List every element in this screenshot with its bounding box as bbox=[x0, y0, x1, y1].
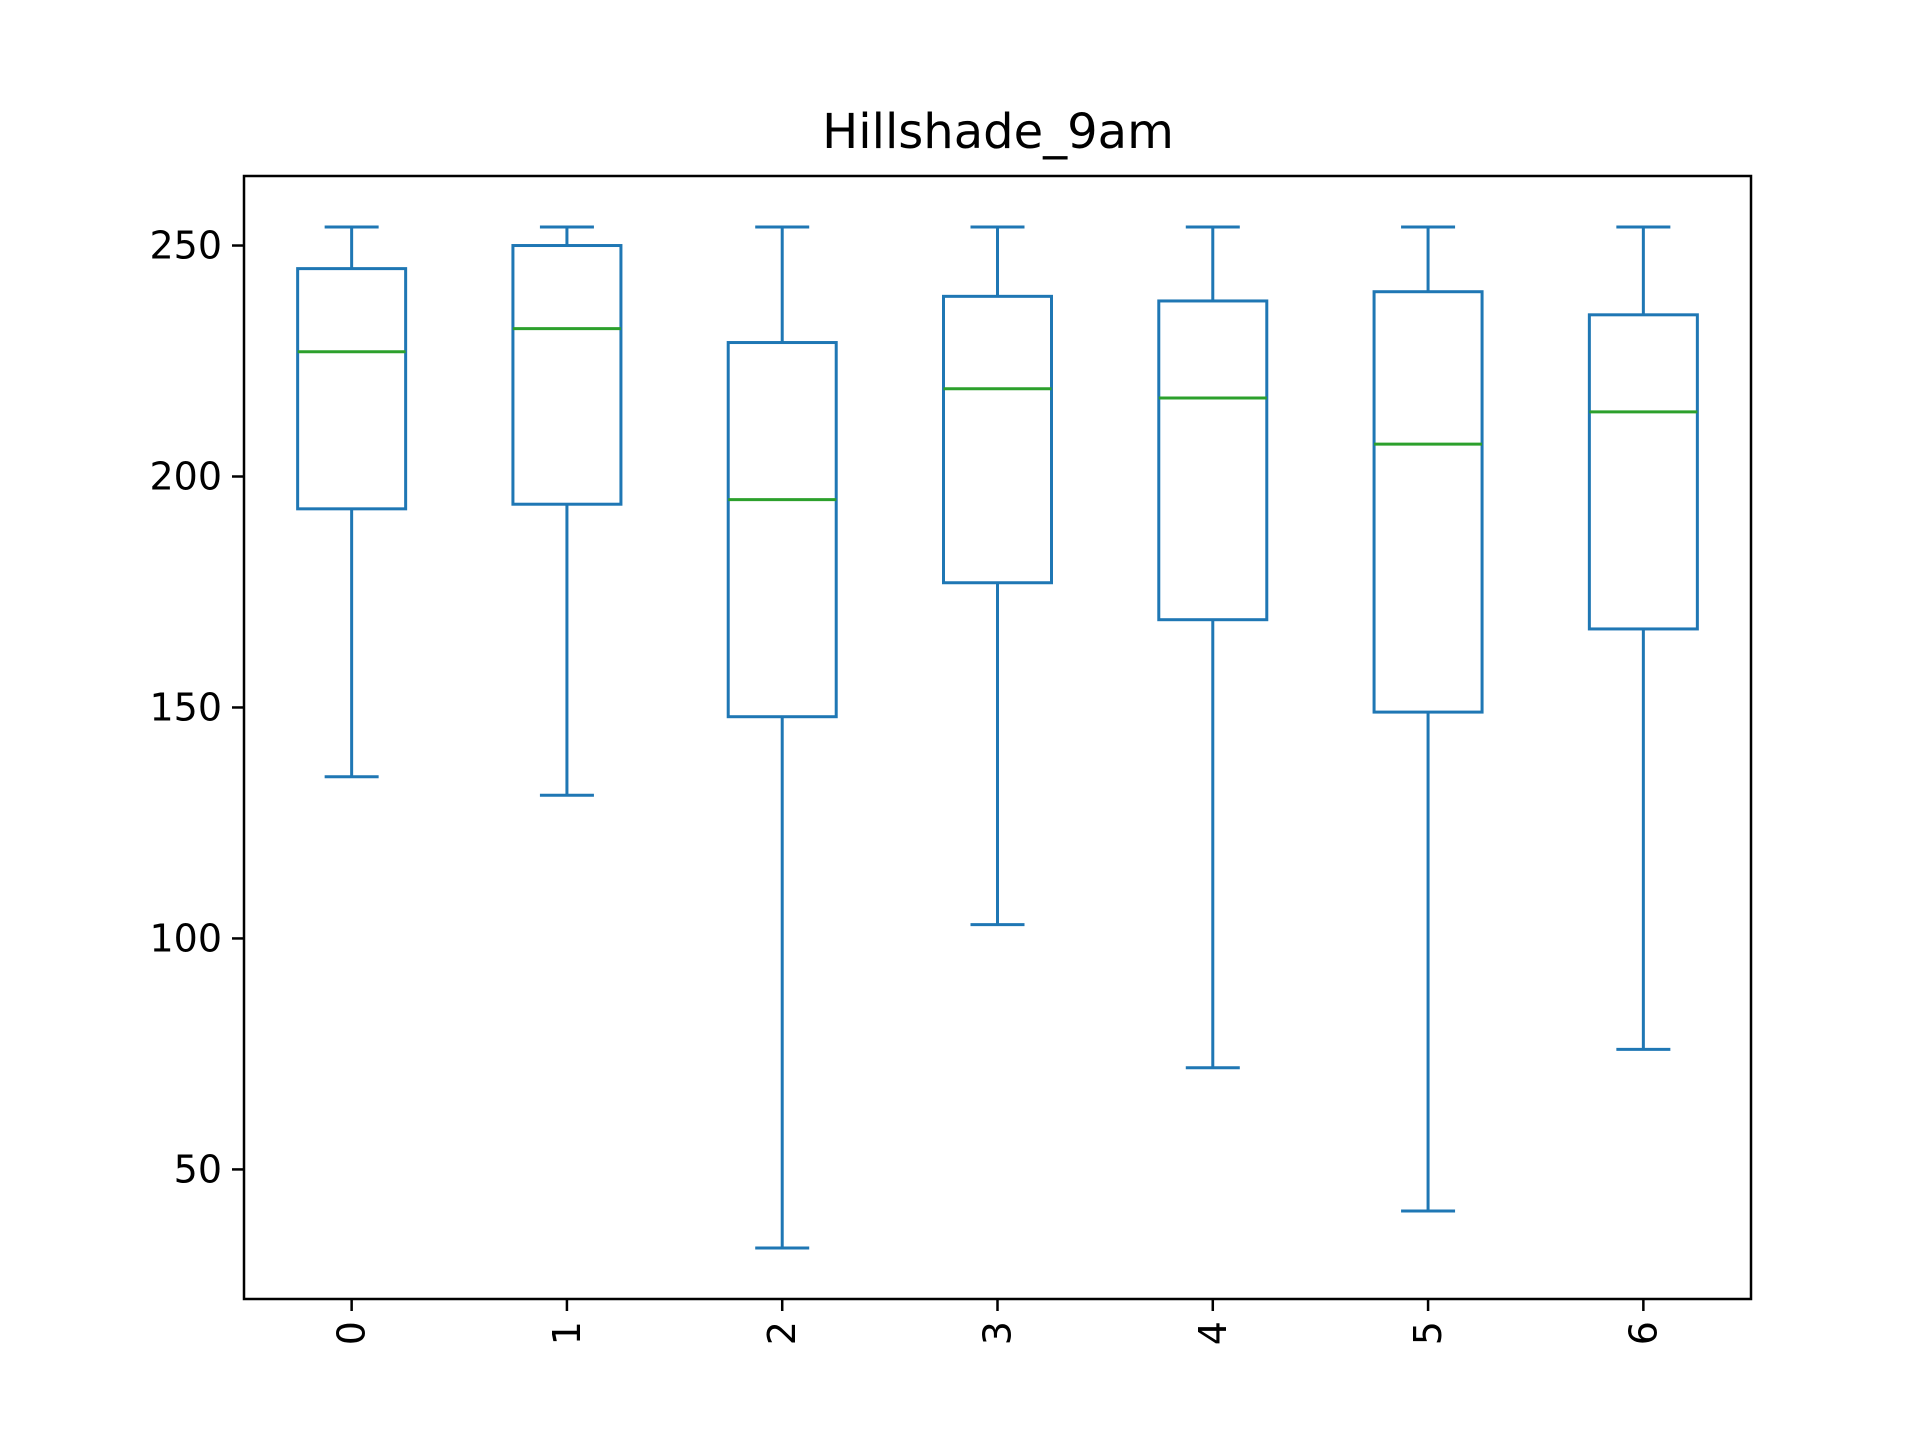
iqr-box bbox=[726, 341, 838, 719]
box-2 bbox=[726, 225, 838, 1250]
plot-area bbox=[296, 225, 1699, 1250]
x-tick-label: 2 bbox=[760, 1321, 804, 1345]
axes-frame bbox=[242, 174, 1753, 1301]
x-axis: 0 1 2 3 4 5 6 bbox=[330, 1299, 1665, 1345]
y-tick-label: 100 bbox=[149, 916, 222, 960]
y-tick-label: 250 bbox=[149, 224, 222, 268]
box-4 bbox=[1157, 225, 1269, 1070]
box-3 bbox=[942, 225, 1053, 927]
iqr-box bbox=[296, 267, 408, 511]
y-axis: 50 100 150 200 250 bbox=[149, 224, 244, 1191]
iqr-box bbox=[1372, 290, 1484, 714]
iqr-box bbox=[1587, 313, 1699, 631]
x-tick-label: 6 bbox=[1621, 1321, 1665, 1345]
x-tick-label: 1 bbox=[545, 1321, 589, 1345]
y-tick-label: 200 bbox=[149, 454, 222, 498]
box-6 bbox=[1587, 225, 1699, 1051]
box-0 bbox=[296, 225, 408, 779]
x-tick-label: 5 bbox=[1406, 1321, 1450, 1345]
box-1 bbox=[511, 225, 623, 797]
iqr-box bbox=[942, 294, 1053, 585]
iqr-box bbox=[511, 244, 623, 506]
x-tick-label: 3 bbox=[976, 1321, 1020, 1345]
x-tick-label: 0 bbox=[330, 1321, 374, 1345]
y-tick-label: 50 bbox=[174, 1147, 222, 1191]
x-tick-label: 4 bbox=[1191, 1321, 1235, 1345]
iqr-box bbox=[1157, 299, 1269, 622]
y-tick-label: 150 bbox=[149, 685, 222, 729]
chart-title: Hillshade_9am bbox=[822, 104, 1174, 160]
box-5 bbox=[1372, 225, 1484, 1213]
